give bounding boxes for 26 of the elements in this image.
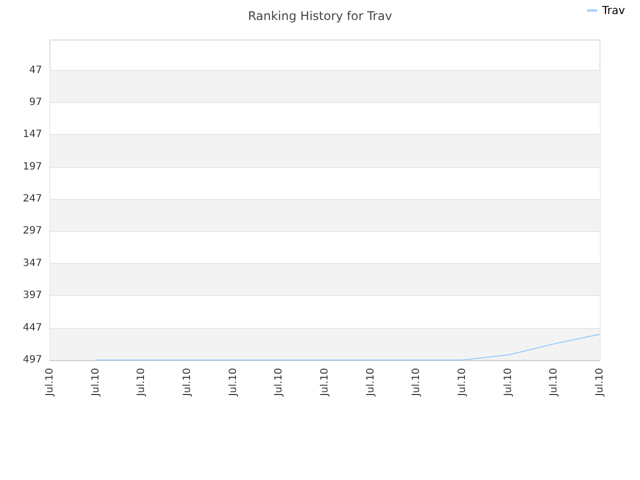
x-tick-label: Jul.10 [548, 368, 560, 397]
x-tick-label: Jul.10 [182, 368, 193, 397]
chart-title: Ranking History for Trav [248, 9, 392, 23]
legend-label: Trav [601, 4, 626, 17]
x-tick-label: Jul.10 [136, 368, 148, 397]
x-tick-label: Jul.10 [90, 368, 102, 397]
y-tick-label: 247 [22, 194, 42, 205]
y-tick-label: 97 [29, 96, 42, 108]
x-tick-label: Jul.10 [411, 368, 422, 397]
y-tick-label: 147 [22, 129, 42, 140]
y-tick-label: 297 [22, 226, 42, 237]
x-tick-label: Jul.10 [44, 368, 56, 397]
line-series [95, 334, 600, 360]
x-tick-label: Jul.10 [365, 368, 376, 397]
y-tick-label: 497 [22, 354, 42, 366]
x-tick-label: Jul.10 [594, 368, 606, 397]
x-tick-label: Jul.10 [502, 368, 514, 397]
y-tick-label: 447 [22, 322, 42, 334]
x-tick-label: Jul.10 [228, 368, 239, 397]
y-tick-label: 347 [22, 258, 42, 269]
y-tick-label: 197 [22, 161, 42, 172]
x-tick-label: Jul.10 [457, 368, 468, 397]
x-tick-label: Jul.10 [320, 368, 330, 397]
y-tick-label: 397 [22, 290, 42, 302]
x-tick-label: Jul.10 [274, 368, 285, 397]
y-tick-label: 47 [29, 64, 42, 76]
